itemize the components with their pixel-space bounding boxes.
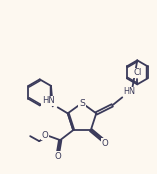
Text: O: O [55,152,62,161]
Text: O: O [41,131,48,140]
Text: O: O [101,139,108,148]
Text: HN: HN [42,96,55,105]
Text: HN: HN [123,87,135,96]
Text: Cl: Cl [133,68,141,77]
Text: S: S [79,98,85,108]
